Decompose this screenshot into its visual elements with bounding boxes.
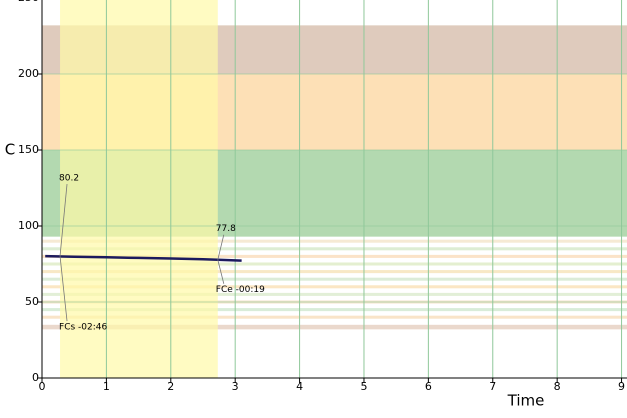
x-tick-label: 9 — [618, 380, 625, 393]
x-tick-label: 1 — [103, 380, 110, 393]
band — [42, 315, 627, 319]
annotation: FCe -00:19 — [216, 285, 265, 295]
x-band — [60, 0, 218, 378]
y-tick-label: 50 — [25, 295, 39, 308]
band — [42, 239, 627, 243]
y-tick-label: 250 — [18, 0, 39, 4]
band — [42, 285, 627, 289]
band — [42, 270, 627, 274]
x-tick-label: 7 — [489, 380, 496, 393]
x-tick-label: 0 — [39, 380, 46, 393]
annotation: 77.8 — [216, 224, 236, 234]
band — [42, 277, 627, 281]
band — [42, 324, 627, 330]
x-axis-label: Time — [507, 392, 545, 410]
x-tick-label: 2 — [167, 380, 174, 393]
y-axis-label: C — [5, 141, 15, 159]
y-tick-label: 0 — [32, 371, 39, 384]
x-tick-label: 5 — [360, 380, 367, 393]
annotation-leader — [59, 256, 68, 322]
x-tick-label: 8 — [554, 380, 561, 393]
band — [42, 254, 627, 258]
annotation: FCs -02:46 — [59, 323, 107, 333]
y-tick-label: 100 — [18, 219, 39, 232]
band — [42, 292, 627, 296]
y-tick-label: 150 — [18, 143, 39, 156]
band — [42, 247, 627, 251]
annotation-leader — [217, 234, 225, 260]
series-line — [45, 254, 242, 262]
annotation-leader — [59, 184, 68, 257]
x-tick-label: 6 — [425, 380, 432, 393]
band — [42, 262, 627, 266]
x-tick-label: 3 — [232, 380, 239, 393]
annotation-leader — [217, 259, 225, 284]
x-tick-label: 4 — [296, 380, 303, 393]
band — [42, 308, 627, 312]
annotation: 80.2 — [59, 174, 79, 184]
y-tick-label: 200 — [18, 67, 39, 80]
